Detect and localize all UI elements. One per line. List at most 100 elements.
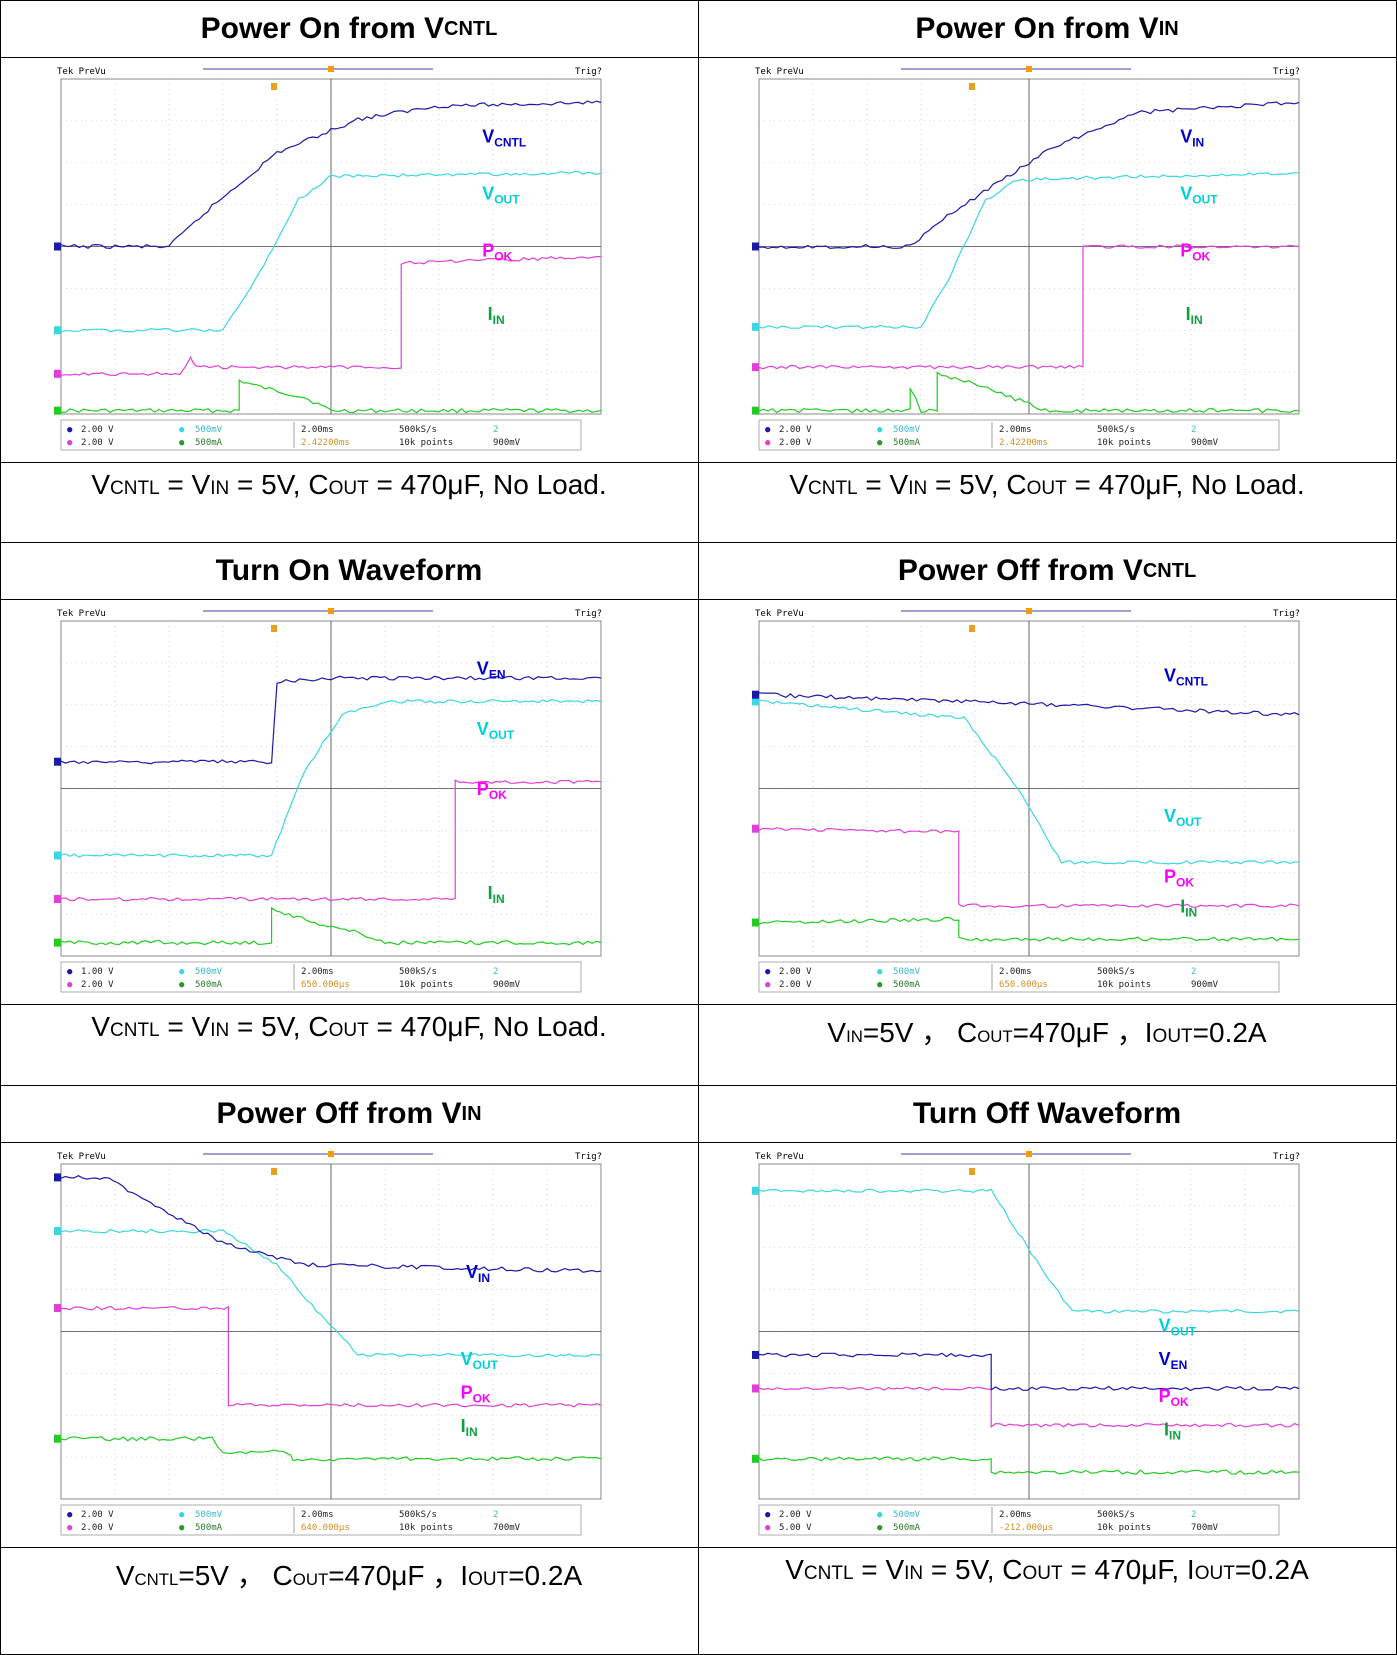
channel-ground-marker [54,326,61,335]
status-bar [758,419,1280,451]
signal-label-subscript: IN [493,892,505,906]
channel-ground-marker [752,1350,759,1359]
caption-segment: = 5V, C [923,1554,1023,1585]
caption-segment: =0.2A [1234,1554,1309,1585]
scope-header-left: Tek PreVu [57,609,106,619]
signal-label: VCNTL [482,127,526,150]
panel-title-text: Turn Off Waveform [912,1097,1182,1130]
trace-c3 [758,1386,1300,1428]
waveform-panel: Power On from V IN Tek PreVu Trig? VIN VOUT PO… [699,1,1395,544]
ch1-scale: 2.00 V [81,1510,114,1520]
caption-segment: = 470μF, No Load. [1066,469,1305,500]
signal-label-letter: I [488,883,493,903]
trigger-delay-marker [969,1168,975,1175]
ch4-dot: ● [179,980,185,990]
ch3-scale: 5.00 V [779,1523,812,1533]
signal-label-subscript: CNTL [1176,674,1208,688]
ch2-scale: 500mV [893,425,921,435]
signal-label: VCNTL [1164,665,1208,688]
channel-ground-marker [54,1173,61,1182]
sample-rate: 500kS/s [399,967,437,977]
caption-segment: = V [857,469,909,500]
signal-label-subscript: OUT [473,1358,499,1372]
signal-label-letter: P [482,241,494,261]
trace-c3 [60,779,602,902]
scope-header-left: Tek PreVu [57,1152,106,1162]
caption-segment: =5V ， C [862,1017,978,1048]
panel-caption: VCNTL = VIN = 5V, COUT = 470μF, No Load. [699,469,1395,501]
row-line [0,599,1397,600]
waveform-panel: Power Off from V IN Tek PreVu Trig? VIN VOUT P… [1,1086,697,1629]
caption-segment: = V [159,469,211,500]
record-length: 10k points [399,1523,453,1533]
trigger-delay-marker [271,625,277,632]
panel-title-text: Turn On Waveform [215,554,483,587]
channel-ground-marker [54,938,61,947]
signal-label: VOUT [477,719,515,742]
caption-segment: CNTL [808,478,858,499]
signal-label-subscript: OK [1192,250,1210,264]
timebase: 2.00ms [301,1510,334,1520]
oscilloscope-screenshot: Tek PreVu Trig? VCNTL VOUT POK IIN ● 2.00 V ● 2.0… [53,63,638,453]
signal-label-letter: I [488,304,493,324]
scope-header-left: Tek PreVu [755,1152,804,1162]
signal-label-letter: P [477,779,489,799]
caption-segment: OUT [1152,1026,1193,1047]
scope-header-left: Tek PreVu [755,609,804,619]
ch2-dot: ● [877,967,883,977]
channel-ground-marker [54,1434,61,1443]
record-length: 10k points [1097,980,1151,990]
ch4-dot: ● [877,1523,883,1533]
oscilloscope-screenshot: Tek PreVu Trig? VIN VOUT POK IIN ● 2.00 V ● 2.00 … [751,63,1336,453]
sample-rate: 500kS/s [399,1510,437,1520]
ch4-dot: ● [179,1523,185,1533]
trigger-delay: 2.42200ms [999,438,1048,448]
panel-title: Power On from V CNTL [1,1,697,57]
caption-segment: IN [908,478,928,499]
sample-rate: 500kS/s [399,425,437,435]
scope-header-right: Trig? [1273,67,1300,77]
ch2-scale: 500mV [195,967,223,977]
signal-label: POK [482,241,512,264]
panel-caption: VCNTL = VIN = 5V, COUT = 470μF, No Load. [1,1011,697,1043]
ch3-scale: 2.00 V [779,980,812,990]
caption-segment: IN [210,1020,230,1041]
signal-label-letter: V [466,1262,478,1282]
channel-ground-marker [54,406,61,415]
ch3-scale: 2.00 V [81,980,114,990]
ch1-scale: 1.00 V [81,967,114,977]
record-length: 10k points [1097,1523,1151,1533]
trace-c2 [60,1228,601,1358]
status-bar [60,961,582,993]
panel-title-subscript: IN [461,1102,482,1125]
trigger-delay: 640.000μs [301,1523,350,1533]
trace-c4 [758,371,1300,414]
scope-background [751,63,1336,453]
caption-segment: V [91,1011,110,1042]
ch1-scale: 2.00 V [779,425,812,435]
trigger-level: 700mV [1191,1523,1219,1533]
trace-c3 [60,256,601,377]
ch4-scale: 500mA [893,438,921,448]
signal-label-letter: P [1180,241,1192,261]
caption-segment: OUT [328,478,369,499]
timebase: 2.00ms [999,425,1032,435]
scope-background [53,1148,638,1538]
caption-segment: = V [159,1011,211,1042]
trace-c2 [758,1188,1300,1314]
panel-title: Power On from V IN [699,1,1395,57]
channel-ground-marker [54,895,61,904]
ch2-dot: ● [179,1510,185,1520]
caption-segment: V [827,1017,847,1048]
ch2-dot: ● [877,425,883,435]
channel-ground-marker [54,851,61,860]
ch2-dot: ● [877,1510,883,1520]
channel-ground-marker [752,242,759,251]
signal-label: VOUT [461,1349,499,1372]
signal-label-subscript: OK [1176,875,1194,889]
trace-c1 [758,101,1300,250]
signal-label: IIN [1164,1419,1181,1442]
trace-c4 [758,1456,1300,1475]
